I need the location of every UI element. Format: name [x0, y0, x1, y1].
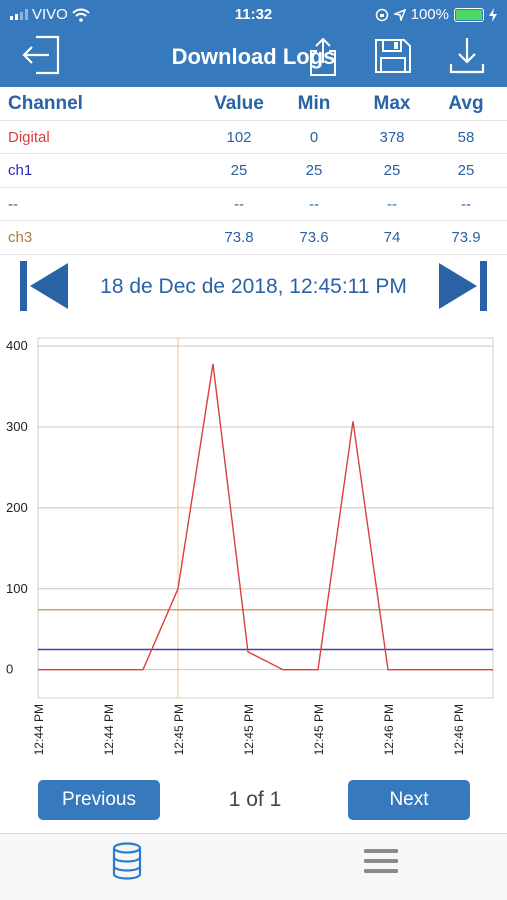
cell-avg: 25 — [457, 162, 475, 179]
channel-name: ch1 — [8, 162, 33, 179]
table-row: ch1 25 25 25 25 — [0, 154, 507, 188]
cell-max: -- — [387, 195, 397, 213]
cell-value: 25 — [230, 162, 248, 179]
x-tick-label: 12:46 PM — [452, 704, 466, 755]
battery-icon — [454, 7, 484, 22]
y-tick-label: 100 — [6, 581, 28, 596]
cell-max: 378 — [379, 128, 405, 146]
share-icon[interactable] — [307, 37, 339, 77]
cell-min: 73.6 — [299, 229, 329, 246]
column-header: Max — [373, 93, 411, 114]
cell-value: 73.8 — [224, 229, 254, 246]
column-header: Avg — [448, 93, 484, 114]
cell-max: 25 — [383, 162, 401, 179]
location-icon — [393, 8, 406, 21]
cell-min: -- — [309, 195, 319, 213]
menu-icon[interactable] — [364, 848, 398, 874]
database-icon[interactable] — [111, 842, 143, 880]
log-chart[interactable]: 400 300 200 100 0 12:44 PM 12:44 PM 12:45 PM 12:… — [0, 330, 507, 770]
y-tick-label: 300 — [6, 419, 28, 434]
line-chart[interactable]: 400 300 200 100 0 12:44 PM 12:44 PM 12:45 PM 12:… — [0, 330, 507, 770]
cell-avg: -- — [461, 195, 471, 213]
table-row: ch3 73.8 73.6 74 73.9 — [0, 221, 507, 255]
last-record-icon[interactable] — [437, 261, 489, 311]
table-row: Digital 102 0 378 58 — [0, 121, 507, 154]
plot-border — [37, 337, 494, 699]
cell-avg: 73.9 — [451, 229, 481, 246]
column-header: Channel — [8, 93, 83, 114]
channel-name: -- — [8, 195, 18, 213]
next-button[interactable]: Next — [348, 780, 470, 820]
table-row: -- -- -- -- -- — [0, 188, 507, 221]
cell-min: 25 — [305, 162, 323, 179]
series-line — [38, 363, 493, 671]
cell-max: 74 — [383, 229, 401, 246]
table-header: Channel Value Min Max Avg — [0, 87, 507, 121]
first-record-icon[interactable] — [18, 261, 70, 311]
page-title: Download Logs — [171, 44, 336, 69]
wifi-icon — [72, 8, 90, 22]
signal-icon — [10, 9, 28, 20]
clock: 11:32 — [234, 6, 273, 23]
current-date: 18 de Dec de 2018, 12:45:11 PM — [100, 275, 407, 298]
cell-value: 102 — [226, 128, 252, 146]
status-bar: VIVO 11:32 100% — [0, 0, 507, 30]
x-tick-label: 12:44 PM — [32, 704, 46, 755]
channel-table: Channel Value Min Max Avg Digital 102 0 378… — [0, 87, 507, 255]
y-tick-label: 0 — [6, 662, 13, 677]
x-tick-label: 12:44 PM — [102, 704, 116, 755]
previous-button[interactable]: Previous — [38, 780, 160, 820]
carrier-label: VIVO — [32, 6, 68, 23]
nav-header: VIVO 11:32 100% Download Lo — [0, 0, 507, 87]
y-tick-label: 400 — [6, 338, 28, 353]
y-tick-label: 200 — [6, 500, 28, 515]
channel-name: ch3 — [8, 229, 33, 246]
tab-bar — [0, 833, 507, 900]
x-tick-label: 12:45 PM — [172, 704, 186, 755]
save-icon[interactable] — [374, 38, 412, 74]
cell-value: -- — [234, 195, 244, 213]
orientation-lock-icon — [375, 8, 388, 21]
channel-name: Digital — [8, 128, 50, 146]
page-indicator: 1 of 1 — [228, 788, 282, 811]
column-header: Min — [297, 93, 331, 114]
x-tick-label: 12:46 PM — [382, 704, 396, 755]
x-tick-label: 12:45 PM — [312, 704, 326, 755]
download-icon[interactable] — [449, 36, 485, 74]
date-navigator: 18 de Dec de 2018, 12:45:11 PM — [0, 258, 507, 318]
column-header: Value — [214, 93, 264, 114]
x-tick-label: 12:45 PM — [242, 704, 256, 755]
cell-avg: 58 — [457, 128, 475, 146]
cell-min: 0 — [309, 128, 319, 146]
battery-percent: 100% — [410, 6, 449, 23]
logout-icon[interactable] — [22, 34, 62, 76]
charging-icon — [489, 7, 497, 22]
